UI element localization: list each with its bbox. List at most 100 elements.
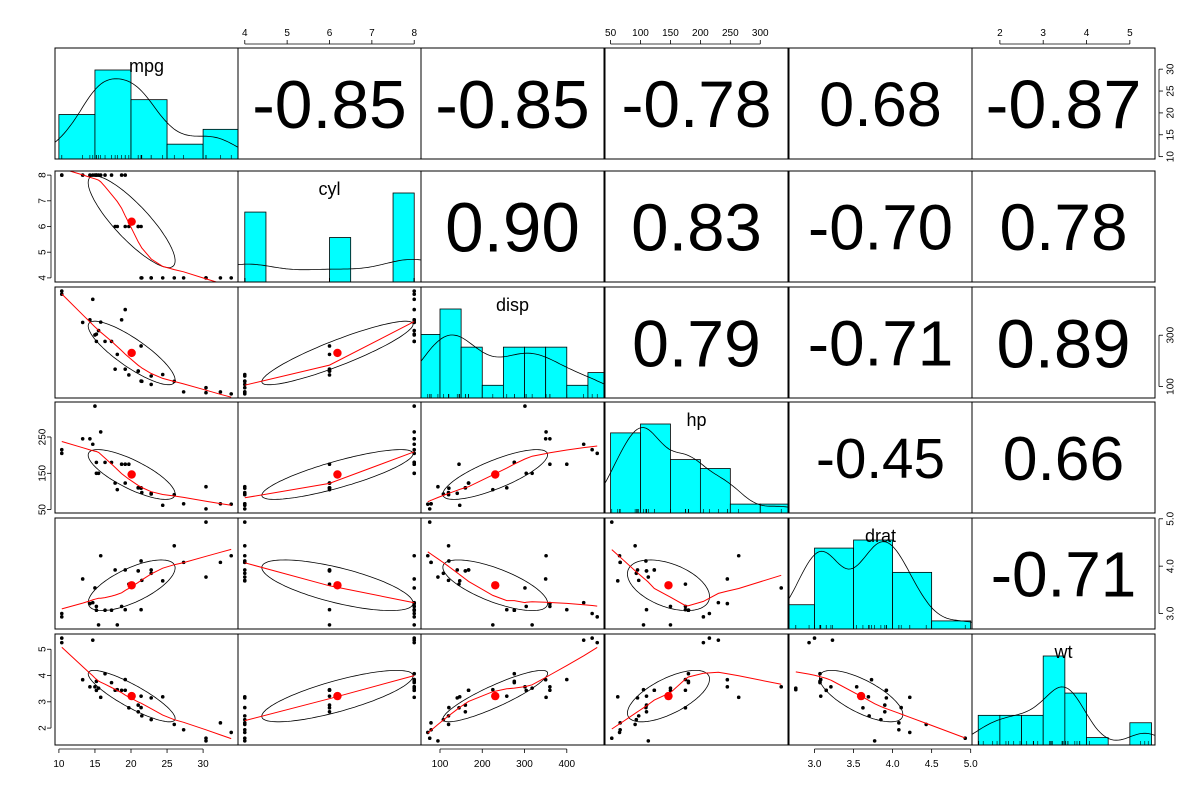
panel-frame: [971, 47, 1156, 160]
tick-label: 15: [89, 759, 101, 770]
panel-frame: [604, 401, 789, 514]
data-point: [436, 484, 440, 489]
data-point: [683, 582, 688, 586]
data-point: [412, 600, 417, 605]
panel-frame: [971, 170, 1156, 283]
centroid-point: [127, 581, 136, 590]
data-point: [807, 640, 811, 645]
data-point: [412, 307, 417, 312]
tick-label: 50: [605, 28, 617, 39]
correlation-label: 0.78: [999, 190, 1127, 264]
tick-label: 4.5: [925, 759, 939, 770]
panel-frame: [604, 170, 789, 283]
data-point: [327, 709, 332, 714]
panel-hp-wt: 0.66: [971, 401, 1156, 514]
data-point: [242, 379, 247, 383]
data-point: [80, 320, 85, 325]
data-point: [59, 447, 64, 452]
data-point: [686, 679, 691, 684]
panel-mpg-drat: 0.68: [788, 47, 973, 160]
data-point: [327, 607, 332, 612]
tick-label: 150: [38, 465, 49, 482]
data-point: [88, 685, 92, 689]
panel-frame: [237, 401, 422, 514]
data-point: [457, 582, 461, 586]
data-point: [181, 276, 186, 280]
data-point: [457, 503, 462, 508]
data-point: [412, 586, 417, 590]
data-point: [103, 671, 107, 676]
loess-line: [61, 548, 232, 610]
centroid-point: [333, 581, 342, 590]
tick-label: 3.5: [847, 759, 861, 770]
correlation-label: 0.90: [445, 188, 580, 266]
data-point: [436, 739, 440, 743]
data-point: [412, 640, 417, 645]
data-point: [59, 289, 64, 293]
loess-line: [611, 549, 782, 607]
y-axis-right-mpg: 10 15 20 25 30: [1158, 63, 1177, 162]
data-point: [242, 736, 247, 741]
panel-frame: [54, 286, 239, 399]
data-point: [882, 709, 887, 714]
correlation-ellipse: [261, 449, 414, 500]
data-point: [512, 671, 517, 676]
x-axis-top-hp: 50 100 150 200 250 300: [605, 28, 769, 45]
data-point: [854, 685, 859, 689]
data-point: [427, 507, 432, 511]
data-point: [149, 717, 153, 722]
correlation-label: 0.89: [996, 305, 1130, 382]
tick-label: 5: [38, 646, 49, 652]
density-curve: [789, 541, 972, 623]
x-axis-disp: 100 200 300 400: [432, 748, 576, 770]
data-point: [615, 579, 620, 583]
data-point: [160, 503, 165, 508]
data-point: [242, 575, 247, 579]
data-point: [618, 727, 622, 732]
data-point: [524, 688, 529, 693]
histogram-bar: [58, 114, 96, 159]
tick-label: 3: [38, 699, 49, 705]
histogram-bar: [931, 620, 972, 629]
data-point: [412, 333, 417, 337]
data-point: [412, 328, 417, 333]
correlation-label: 0.68: [819, 70, 942, 140]
data-point: [327, 694, 332, 698]
data-point: [641, 687, 646, 692]
data-point: [94, 471, 99, 476]
data-point: [412, 677, 417, 682]
data-point: [103, 608, 107, 613]
data-point: [866, 695, 871, 699]
data-point: [427, 736, 432, 741]
histogram-bar: [545, 346, 568, 398]
histogram-drat: [789, 539, 972, 629]
data-point: [412, 623, 417, 627]
data-point: [93, 333, 97, 337]
data-point: [80, 577, 85, 581]
data-point: [327, 703, 332, 707]
data-point: [229, 553, 234, 558]
data-point: [139, 559, 143, 563]
histogram-bar: [524, 346, 547, 398]
data-point: [524, 471, 529, 476]
data-point: [641, 623, 646, 627]
panel-hp-hp: hp: [604, 401, 789, 514]
data-point: [123, 607, 128, 612]
histogram-bar: [640, 423, 671, 513]
data-point: [412, 695, 417, 700]
panel-wt-disp: [420, 633, 605, 746]
data-point: [548, 685, 552, 689]
data-point: [457, 579, 462, 583]
data-point: [242, 374, 247, 378]
data-point: [139, 607, 143, 612]
panel-disp-wt: 0.89: [971, 286, 1156, 399]
data-point: [590, 636, 594, 640]
panel-disp-cyl: [237, 286, 422, 399]
data-point: [140, 714, 144, 718]
loess-line: [244, 451, 415, 499]
panel-disp-hp: 0.79: [604, 286, 789, 399]
data-point: [123, 367, 128, 371]
panel-frame: [54, 517, 239, 630]
data-point: [59, 640, 64, 645]
panel-frame: [971, 633, 1156, 746]
